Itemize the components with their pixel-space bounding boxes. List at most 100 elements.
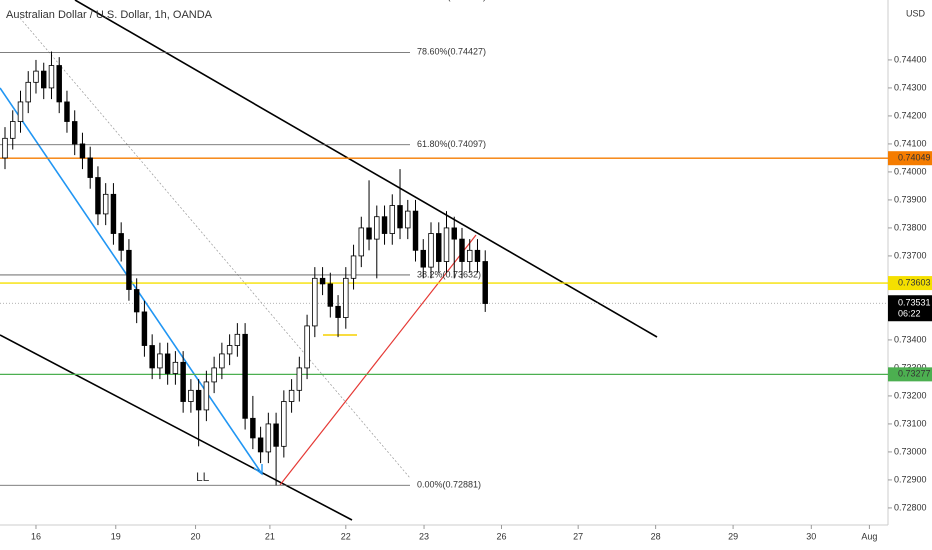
candle-body [358,227,365,257]
price-tag [888,276,932,291]
fib-label: 78.60%(0.74427) [417,47,486,57]
candle-body [474,249,481,262]
candle-body [203,381,210,411]
candle-body [374,216,380,240]
y-tick-label: 0.74400 [894,54,927,64]
x-tick-label: 29 [728,531,738,541]
candle-body [226,345,233,355]
candle-body [71,121,78,145]
candle-body [281,401,287,447]
y-tick-label: 0.74200 [894,110,927,120]
candle-body [234,333,241,346]
candle-body [366,227,372,240]
fib-label: 38.2%(0.73632) [417,269,481,279]
candle-body [41,70,47,89]
candle-body [412,210,419,251]
candle-body [133,289,140,313]
candle-body [157,353,163,369]
candle-body [242,333,248,419]
candle-body [257,437,264,453]
candle-body [164,353,171,374]
candle-body [381,216,388,234]
candle-body [56,65,62,103]
annotation: LL [196,470,210,484]
x-tick-label: 22 [341,531,351,541]
candle-body [405,210,411,229]
candle-body [443,227,450,262]
candle-body [273,423,279,447]
candle-body [195,389,202,411]
price-tag-label: 0.73277 [898,369,931,379]
candle-body [48,65,55,89]
candle-body [467,249,473,262]
y-tick-label: 0.74000 [894,166,927,176]
upper-channel-line [74,0,658,338]
candle-body [95,177,101,215]
candle-body [312,277,318,327]
candle-body [428,233,434,268]
candle-body [110,193,117,234]
candle-body [288,389,295,402]
candle-body [211,367,217,383]
candle-body [319,277,326,285]
x-tick-label: Aug [861,531,877,541]
last-price-label: 0.73531 [898,298,931,308]
x-tick-label: 19 [111,531,121,541]
y-tick-label: 0.74100 [894,138,927,148]
fib-label: 61.80%(0.74097) [417,139,486,149]
candle-body [141,311,148,346]
x-tick-label: 27 [573,531,583,541]
x-tick-label: 28 [651,531,661,541]
y-tick-label: 0.72800 [894,502,927,512]
candle-body [219,353,225,369]
candle-body [149,345,155,369]
candle-body [188,389,194,402]
candle-body [64,101,70,122]
lower-channel-line [0,334,353,521]
y-tick-label: 0.74300 [894,82,927,92]
candle-body [451,227,457,240]
y-tick-label: 0.73900 [894,194,927,204]
candle-body [389,205,396,234]
candle-body [265,423,272,453]
candle-body [25,81,31,103]
y-tick-label: 0.73000 [894,446,927,456]
countdown-label: 06:22 [898,309,921,319]
y-tick-label: 0.73800 [894,222,927,232]
y-tick-label: 0.73400 [894,334,927,344]
candle-body [335,305,341,318]
candle-body [102,193,109,215]
price-tag-label: 0.73603 [898,277,931,287]
x-tick-label: 16 [31,531,41,541]
candle-body [397,205,403,229]
x-tick-label: 20 [191,531,201,541]
y-tick-label: 0.73700 [894,250,927,260]
candle-body [420,249,426,268]
fib-label: 0.00%(0.72881) [417,480,481,490]
candle-body [459,238,465,262]
y-tick-label: 0.73100 [894,418,927,428]
price-tag-label: 0.74049 [898,153,931,163]
currency-label: USD [906,8,926,18]
candle-body [118,233,124,251]
candle-body [343,277,349,318]
candle-body [79,143,86,159]
candle-body [304,325,310,369]
y-tick-label: 0.72900 [894,474,927,484]
candle-body [87,157,93,178]
candle-body [180,361,186,402]
candle-body [172,361,179,374]
candle-body [436,233,442,262]
price-tag [888,367,932,382]
candle-body [17,101,24,122]
fib-label: 88.60%(0.74624) [417,0,486,2]
red-trendline [279,234,477,486]
candle-body [350,255,357,279]
x-tick-label: 30 [806,531,816,541]
chart-title: Australian Dollar / U.S. Dollar, 1h, OAN… [6,9,213,21]
candle-body [250,417,256,439]
candle-body [10,121,16,139]
y-tick-label: 0.73200 [894,390,927,400]
dotted-trendline [19,17,411,479]
